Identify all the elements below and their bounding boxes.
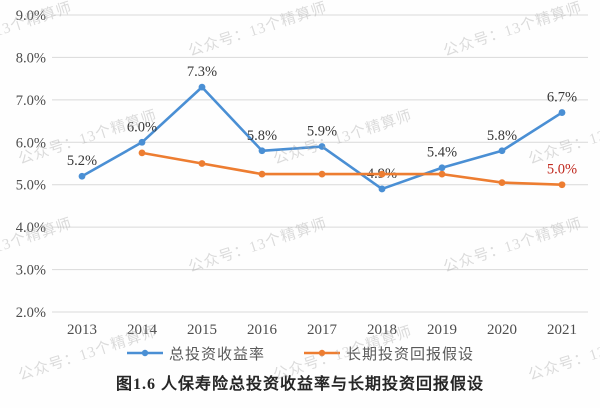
data-point — [318, 170, 326, 178]
data-point — [378, 170, 386, 178]
legend-point — [141, 349, 149, 357]
data-point — [558, 109, 566, 116]
x-axis-tick-label: 2021 — [547, 322, 577, 338]
legend-item-longterm-return-assumption: 长期投资回报假设 — [303, 343, 474, 364]
chart-title: 图1.6 人保寿险总投资收益率与长期投资回报假设 — [115, 376, 484, 393]
y-axis-tick-label: 3.0% — [16, 263, 46, 279]
y-axis-tick-label: 6.0% — [16, 135, 46, 151]
data-point — [78, 172, 86, 180]
data-point — [258, 170, 266, 178]
y-axis-tick-label: 4.0% — [16, 220, 46, 236]
data-point — [318, 143, 326, 150]
x-axis-tick-label: 2018 — [367, 322, 397, 338]
data-label: 5.4% — [427, 145, 457, 161]
legend-item-total-investment-return: 总投资收益率 — [126, 343, 265, 364]
legend-label-total-investment-return: 总投资收益率 — [168, 346, 265, 363]
y-axis-tick-label: 8.0% — [16, 50, 46, 66]
data-point — [198, 83, 206, 91]
legend-label-longterm-return-assumption: 长期投资回报假设 — [346, 346, 475, 363]
data-label: 7.3% — [187, 64, 217, 80]
data-label: 6.0% — [127, 119, 157, 135]
x-axis-tick-label: 2016 — [247, 322, 278, 338]
y-axis-tick-label: 9.0% — [16, 8, 46, 24]
series-line-1 — [140, 151, 564, 187]
x-axis-tick-label: 2014 — [127, 322, 158, 338]
data-point — [498, 179, 506, 186]
x-axis-tick-label: 2015 — [187, 322, 217, 338]
data-point — [378, 185, 386, 193]
y-axis-tick-label: 5.0% — [16, 178, 46, 194]
data-label: 6.7% — [547, 90, 577, 106]
data-label: 5.2% — [67, 153, 97, 169]
data-label: 5.8% — [247, 128, 277, 144]
data-point — [258, 147, 266, 155]
legend-marker-blue-line-icon — [126, 349, 163, 357]
data-point — [498, 147, 506, 155]
data-label: 5.8% — [487, 128, 517, 144]
data-point — [438, 164, 446, 172]
x-axis-tick-label: 2020 — [487, 322, 517, 338]
data-label: 5.9% — [307, 124, 337, 140]
chart-legend: 总投资收益率 长期投资回报假设 — [0, 342, 600, 364]
x-axis-tick-label: 2017 — [307, 322, 338, 338]
data-point — [138, 138, 146, 146]
data-point — [198, 160, 206, 167]
legend-marker-orange-line-icon — [304, 349, 340, 357]
data-label: 5.0% — [547, 162, 577, 178]
x-axis-tick-label: 2019 — [427, 322, 457, 338]
legend-point — [318, 349, 326, 357]
data-point — [138, 149, 146, 157]
data-point — [438, 170, 446, 178]
x-axis-tick-label: 2013 — [67, 322, 97, 338]
data-point — [558, 181, 566, 189]
y-axis-tick-label: 2.0% — [16, 305, 46, 321]
line-chart-canvas: 9.0% 8.0% 7.0% 6.0% 5.0% 4.0% 3.0% 2.0% 2013 2014… — [16, 8, 588, 338]
y-axis-tick-label: 7.0% — [16, 93, 46, 109]
